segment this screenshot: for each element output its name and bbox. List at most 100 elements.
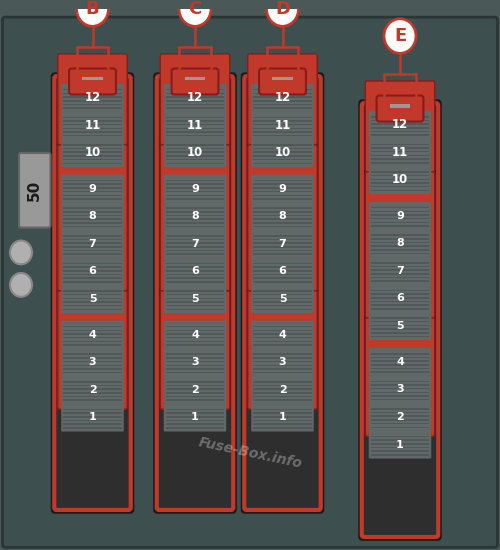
FancyBboxPatch shape (61, 376, 124, 404)
Text: 7: 7 (191, 239, 199, 249)
Bar (371, 328, 429, 330)
Bar (253, 107, 312, 109)
FancyBboxPatch shape (251, 403, 314, 432)
Bar (166, 357, 224, 359)
Text: 6: 6 (396, 294, 404, 304)
Bar (166, 128, 224, 129)
FancyBboxPatch shape (164, 257, 226, 285)
Bar (371, 395, 429, 397)
Text: 4: 4 (88, 329, 96, 340)
Bar (371, 412, 429, 414)
Text: 4: 4 (278, 329, 286, 340)
Text: 9: 9 (396, 211, 404, 221)
FancyBboxPatch shape (369, 431, 431, 459)
Bar (166, 290, 224, 292)
Bar (63, 162, 122, 164)
Text: 10: 10 (274, 146, 290, 160)
Bar (371, 419, 429, 421)
Bar (166, 416, 224, 417)
Bar (371, 245, 429, 247)
Bar (63, 187, 122, 189)
Bar (63, 277, 122, 279)
FancyBboxPatch shape (251, 139, 314, 167)
Bar (63, 365, 122, 366)
Bar (63, 148, 122, 150)
FancyBboxPatch shape (61, 285, 124, 313)
Bar (63, 266, 122, 268)
Bar (63, 226, 122, 227)
Bar (371, 134, 429, 136)
Bar (253, 294, 312, 295)
Bar (371, 277, 429, 278)
Text: 9: 9 (191, 184, 199, 194)
Bar (253, 340, 312, 342)
Bar (253, 290, 312, 292)
Bar (253, 235, 312, 236)
Bar (371, 222, 429, 223)
Bar (63, 184, 122, 185)
Bar (371, 155, 429, 156)
Text: E: E (394, 27, 406, 45)
Bar (63, 274, 122, 275)
Bar (63, 294, 122, 295)
Circle shape (179, 0, 211, 26)
FancyBboxPatch shape (164, 321, 226, 349)
Bar (63, 198, 122, 200)
Text: B: B (86, 0, 100, 18)
Bar (166, 412, 224, 414)
Bar (253, 326, 312, 327)
FancyBboxPatch shape (58, 291, 127, 409)
Bar (371, 392, 429, 393)
Bar (166, 392, 224, 394)
Bar (371, 249, 429, 251)
Bar (253, 191, 312, 192)
FancyBboxPatch shape (251, 174, 314, 203)
Bar (253, 270, 312, 272)
Bar (63, 120, 122, 122)
Text: D: D (275, 0, 290, 18)
FancyBboxPatch shape (251, 111, 314, 139)
Bar (63, 399, 122, 401)
Bar (253, 412, 312, 414)
Bar (166, 96, 224, 98)
Bar (253, 266, 312, 268)
Text: 1: 1 (88, 412, 96, 422)
FancyBboxPatch shape (365, 81, 435, 172)
Bar (63, 290, 122, 292)
Bar (253, 159, 312, 161)
Bar (166, 124, 224, 125)
Bar (371, 364, 429, 366)
Bar (272, 77, 293, 80)
Bar (371, 238, 429, 240)
Text: 8: 8 (191, 211, 199, 221)
Bar (253, 117, 312, 118)
Bar (253, 274, 312, 275)
Text: 3: 3 (191, 358, 199, 367)
Bar (166, 294, 224, 295)
Bar (166, 250, 224, 251)
Bar (63, 92, 122, 94)
Bar (166, 89, 224, 91)
Text: 6: 6 (88, 266, 96, 277)
Bar (184, 77, 206, 80)
Bar (63, 218, 122, 220)
Bar (63, 416, 122, 417)
Bar (166, 120, 224, 122)
Bar (253, 424, 312, 425)
Bar (166, 151, 224, 153)
Bar (166, 107, 224, 109)
Bar (166, 243, 224, 244)
Bar (253, 365, 312, 366)
Bar (253, 180, 312, 182)
Bar (63, 211, 122, 213)
Bar (371, 324, 429, 326)
Bar (253, 298, 312, 299)
Text: 12: 12 (187, 91, 203, 104)
Bar (63, 396, 122, 397)
Bar (371, 304, 429, 306)
Bar (253, 218, 312, 220)
Bar (63, 270, 122, 272)
Bar (253, 135, 312, 136)
Bar (166, 277, 224, 279)
Bar (166, 254, 224, 255)
